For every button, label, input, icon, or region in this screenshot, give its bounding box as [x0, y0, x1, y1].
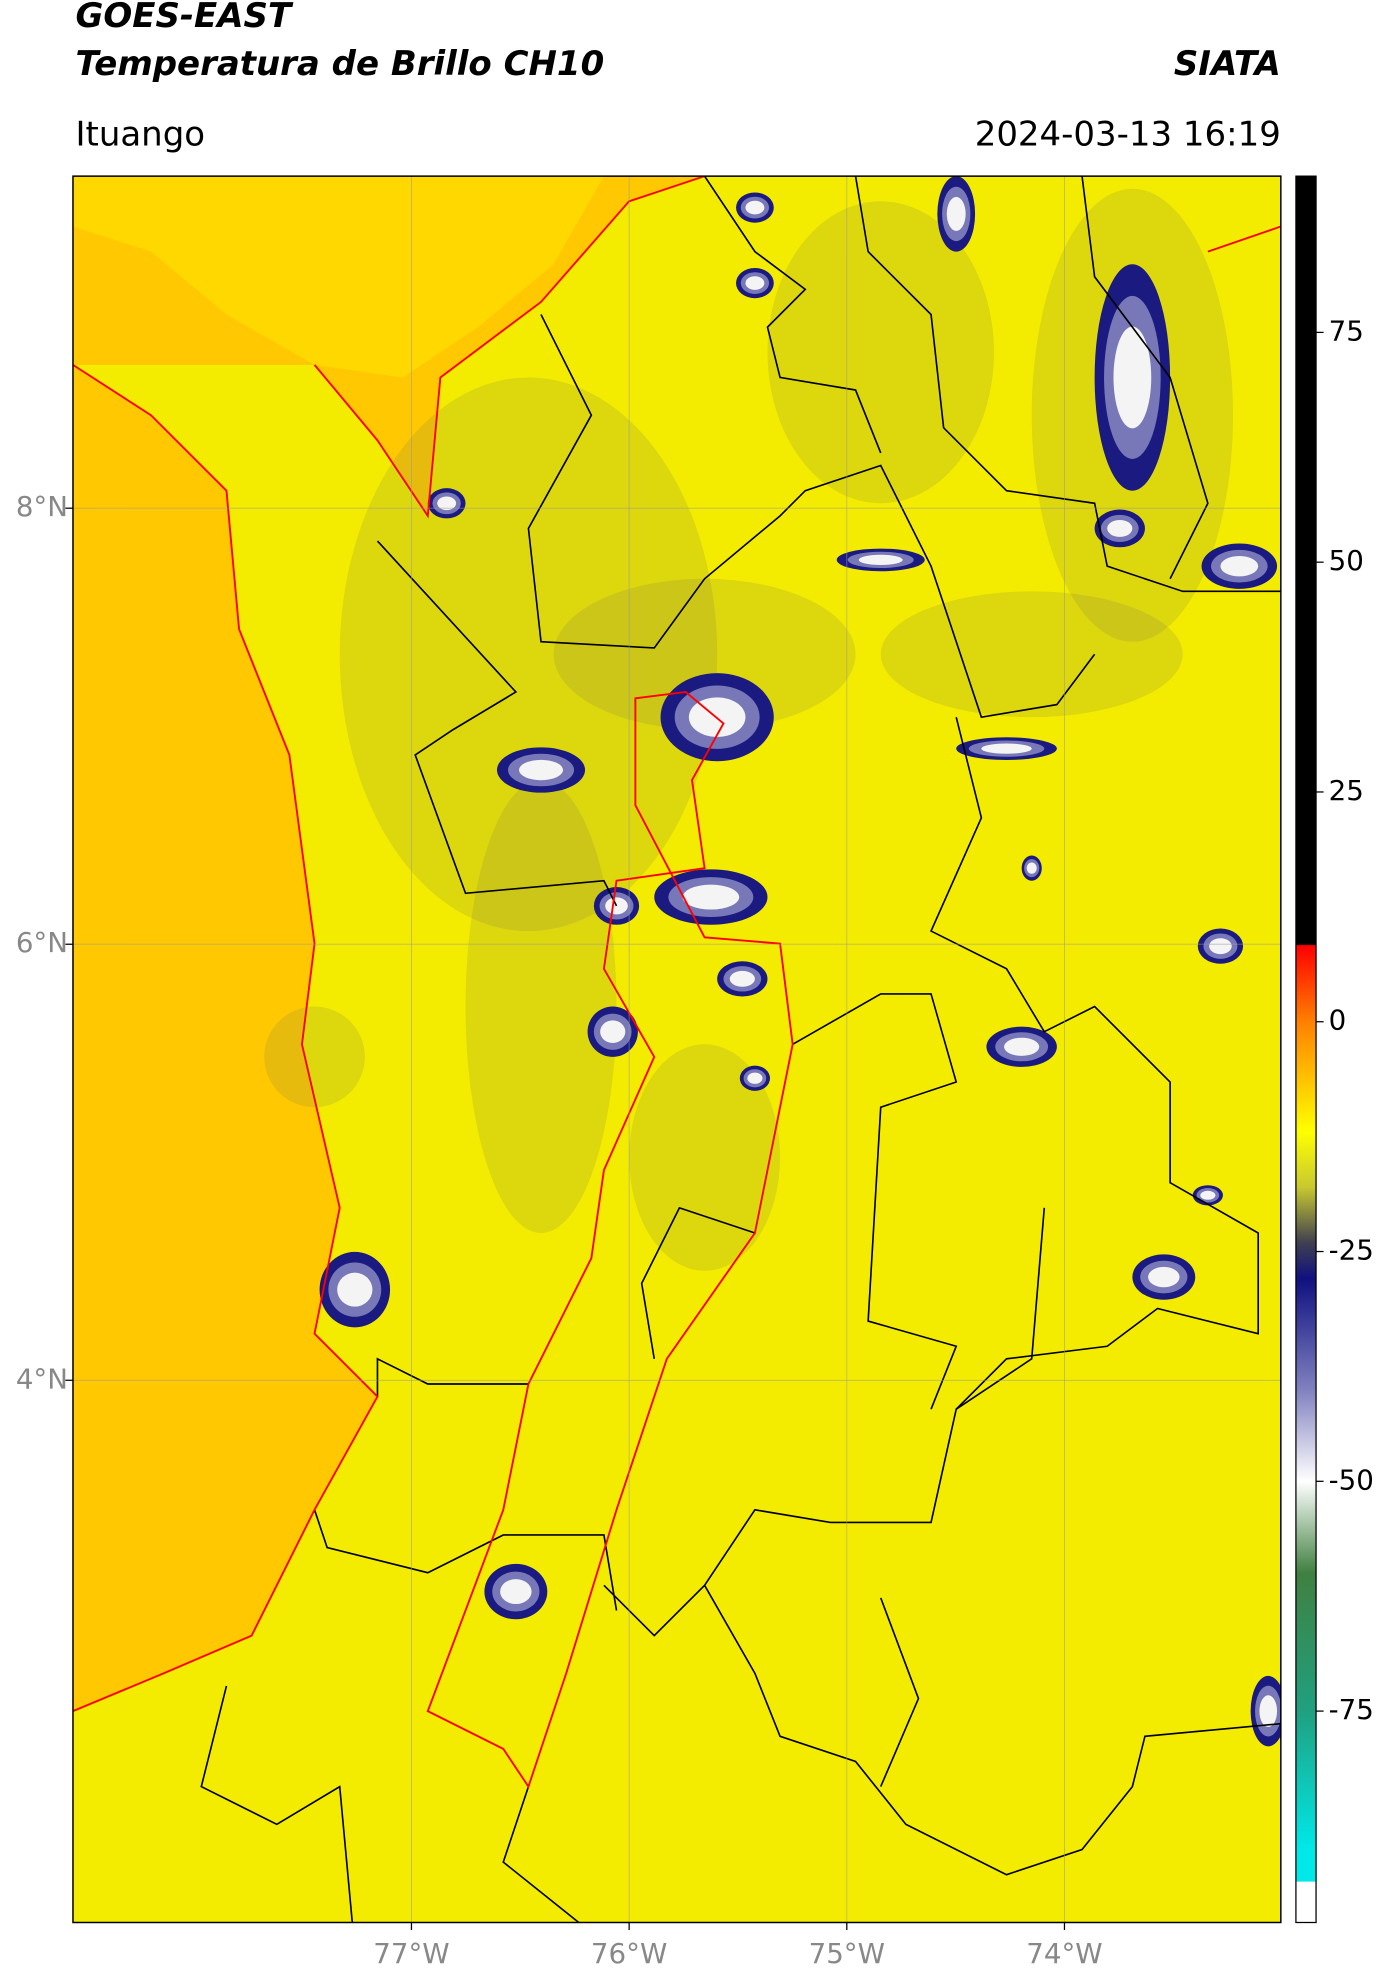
- cell-core: [605, 897, 628, 915]
- cell-core: [747, 1072, 763, 1084]
- border: [502, 1786, 580, 1923]
- convective-cells: [319, 176, 1281, 1747]
- border: [376, 1357, 529, 1397]
- haze: [465, 780, 617, 1234]
- y-tick-label: 6°N: [16, 926, 68, 959]
- agency: SIATA: [1174, 44, 1281, 84]
- title-line2: Temperatura de Brillo CH10: [75, 44, 604, 84]
- cell-core: [600, 1020, 626, 1044]
- cell-core: [519, 759, 564, 781]
- border: [527, 314, 1096, 719]
- colorbar-tick-label: -75: [1329, 1693, 1374, 1726]
- colorbar-tick-label: 0: [1329, 1004, 1347, 1037]
- border: [703, 1584, 1281, 1876]
- region-outline: [426, 691, 794, 1789]
- border: [792, 993, 958, 1410]
- cell-core: [858, 554, 903, 565]
- border: [1081, 176, 1209, 580]
- haze: [880, 591, 1183, 718]
- colorbar-tick-label: -50: [1329, 1463, 1374, 1496]
- colorbar-tick-label: -25: [1329, 1234, 1374, 1267]
- panama: [72, 176, 604, 378]
- cell-core: [946, 196, 966, 231]
- haze: [629, 1044, 781, 1271]
- cell-core: [1200, 1190, 1216, 1200]
- colorbar: [1295, 175, 1317, 1924]
- map: [72, 176, 1281, 1923]
- graticule: [72, 176, 1281, 1923]
- cell-core: [745, 200, 765, 215]
- datetime: 2024-03-13 16:19: [975, 114, 1281, 154]
- cell-core: [682, 884, 740, 910]
- x-tick-label: 76°W: [591, 1937, 667, 1970]
- haze: [767, 201, 994, 504]
- cell-core: [1259, 1695, 1278, 1727]
- cell-core: [500, 1579, 532, 1605]
- land: [72, 176, 1281, 1923]
- borders: [200, 176, 1281, 1923]
- colorbar-tick-label: 25: [1329, 774, 1364, 807]
- cell-core: [729, 970, 755, 987]
- x-tick-label: 77°W: [373, 1937, 449, 1970]
- cell-core: [1209, 938, 1232, 955]
- coast: [1207, 225, 1281, 253]
- colorbar-tick-label: 75: [1329, 314, 1364, 347]
- region: Ituango: [75, 114, 205, 154]
- border: [376, 540, 618, 907]
- x-tick-label: 75°W: [809, 1937, 885, 1970]
- border: [854, 176, 1281, 593]
- border: [879, 1597, 920, 1787]
- cell-core: [437, 496, 457, 511]
- cell-core: [1148, 1266, 1180, 1288]
- y-tick-label: 8°N: [16, 490, 68, 523]
- cell-core: [1113, 326, 1152, 429]
- cell-core: [981, 743, 1032, 754]
- border: [603, 716, 1259, 1637]
- x-tick-label: 74°W: [1026, 1937, 1102, 1970]
- border: [200, 1685, 354, 1923]
- cell-core: [1026, 862, 1037, 874]
- haze: [264, 1006, 365, 1108]
- colorbar-tick-label: 50: [1329, 544, 1364, 577]
- cell-core: [1220, 555, 1259, 577]
- border: [640, 1206, 756, 1359]
- title-line1: GOES-EAST: [75, 0, 293, 36]
- border: [313, 1509, 618, 1611]
- border: [703, 176, 882, 454]
- cell-core: [1107, 519, 1133, 537]
- cell-core: [337, 1272, 373, 1307]
- map-frame: [72, 175, 1282, 1924]
- cell-core: [745, 276, 765, 290]
- y-tick-label: 4°N: [16, 1362, 68, 1395]
- coast: [72, 364, 379, 1712]
- haze: [339, 377, 718, 932]
- border: [955, 1207, 1046, 1410]
- cell-core: [1004, 1037, 1040, 1056]
